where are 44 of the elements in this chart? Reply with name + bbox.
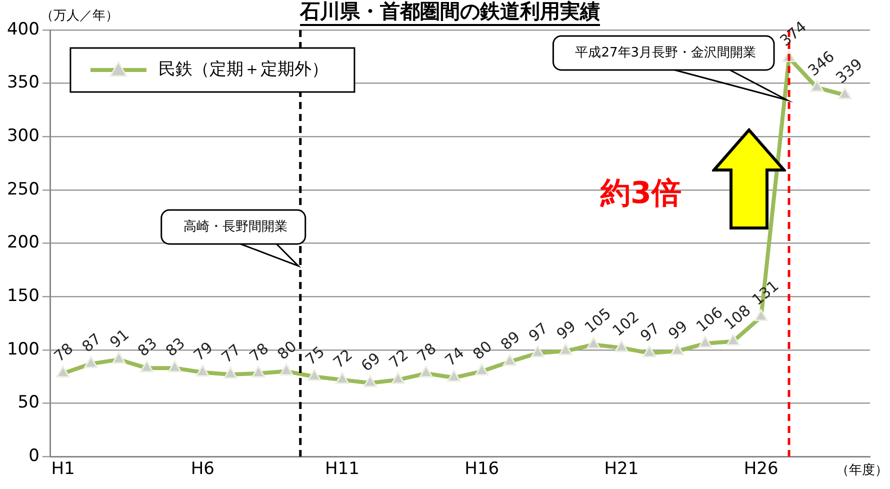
x-tick-label: H21 bbox=[604, 459, 639, 480]
data-label: 78 bbox=[246, 339, 272, 366]
annotation: 約3倍 bbox=[599, 176, 682, 211]
data-label: 79 bbox=[190, 338, 216, 364]
data-label: 97 bbox=[525, 319, 552, 346]
data-label: 75 bbox=[302, 342, 328, 369]
y-tick-label: 200 bbox=[6, 232, 40, 253]
data-label: 99 bbox=[664, 316, 692, 344]
annotation: 平成27年3月長野・金沢間開業 bbox=[575, 45, 756, 60]
data-label: 69 bbox=[358, 348, 384, 376]
legend-label: 民鉄（定期＋定期外） bbox=[158, 59, 328, 80]
data-label: 83 bbox=[162, 334, 188, 360]
x-tick-label: H6 bbox=[190, 459, 214, 480]
x-axis-title: （年度） bbox=[836, 462, 888, 478]
data-label: 74 bbox=[441, 344, 468, 370]
data-label: 87 bbox=[78, 330, 105, 356]
y-tick-label: 0 bbox=[28, 446, 40, 466]
data-label: 72 bbox=[386, 346, 412, 372]
x-tick-label: H16 bbox=[464, 459, 500, 480]
y-axis-title: （万人／年） bbox=[40, 8, 118, 24]
y-tick-label: 300 bbox=[6, 126, 40, 146]
annotation: 高崎・長野間開業 bbox=[183, 218, 288, 234]
data-label: 99 bbox=[553, 316, 580, 344]
y-tick-label: 250 bbox=[6, 179, 40, 200]
y-tick-label: 50 bbox=[18, 392, 40, 413]
x-tick-label: H26 bbox=[744, 459, 778, 480]
y-tick-label: 150 bbox=[6, 286, 40, 306]
y-tick-label: 400 bbox=[6, 19, 40, 40]
data-label: 339 bbox=[832, 54, 866, 88]
data-label: 77 bbox=[218, 340, 244, 367]
chart-title: 石川県・首都圏間の鉄道利用実績 bbox=[299, 0, 600, 24]
data-label: 83 bbox=[134, 334, 160, 360]
data-label: 374 bbox=[776, 18, 810, 50]
x-tick-label: H1 bbox=[51, 459, 75, 480]
data-label: 72 bbox=[330, 346, 356, 372]
y-tick-label: 350 bbox=[6, 72, 40, 93]
y-tick-label: 100 bbox=[6, 339, 40, 360]
data-label: 80 bbox=[274, 337, 300, 364]
x-tick-label: H11 bbox=[325, 459, 360, 480]
data-label: 80 bbox=[469, 337, 496, 364]
data-label: 89 bbox=[497, 328, 524, 354]
data-label: 78 bbox=[50, 339, 77, 366]
data-label: 91 bbox=[106, 326, 133, 352]
data-label: 78 bbox=[414, 339, 440, 366]
